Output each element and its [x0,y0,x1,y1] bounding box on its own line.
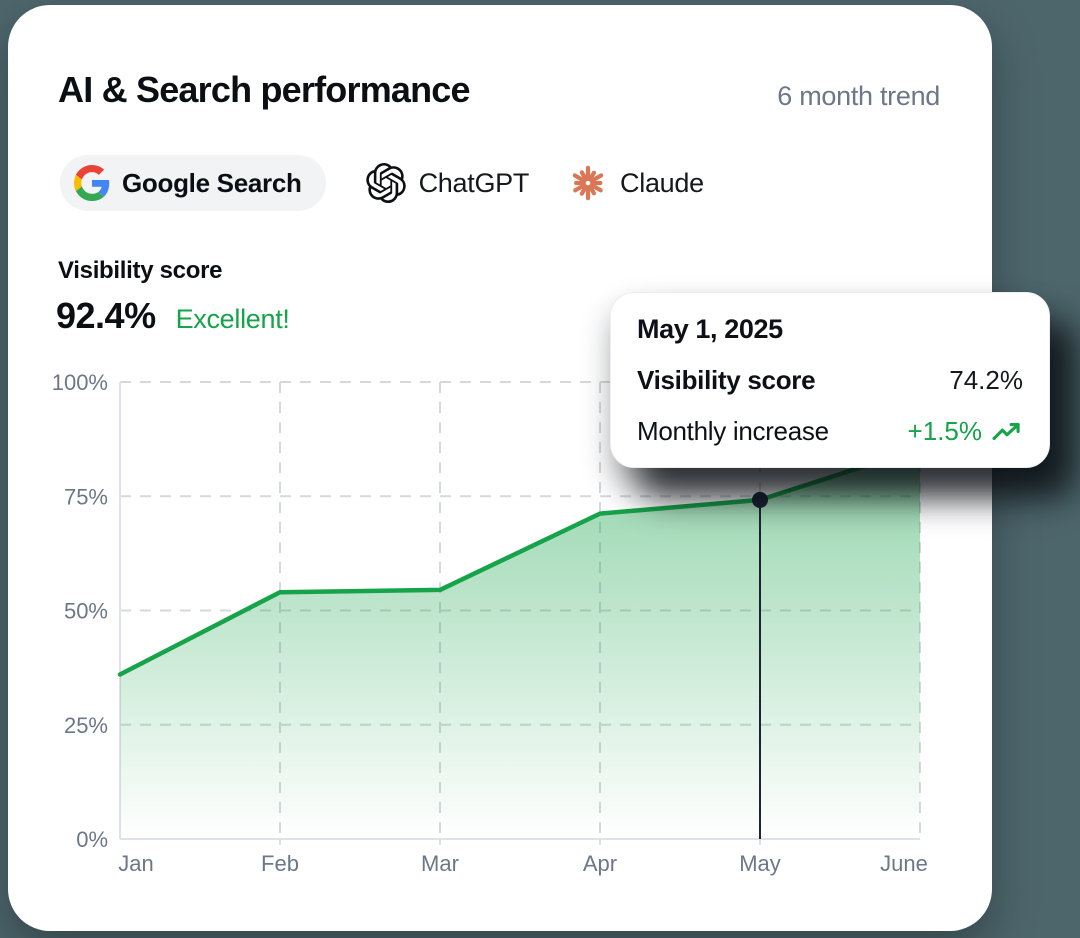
x-axis-label: Jan [118,851,153,876]
tooltip-score-row: Visibility score 74.2% [637,365,1023,396]
chatgpt-logo-icon [365,163,406,203]
y-axis-label: 75% [64,484,108,509]
tooltip-date: May 1, 2025 [637,314,783,344]
x-axis-label: Mar [421,851,459,876]
score-status-badge: Excellent! [175,304,290,334]
page-title: AI & Search performance [58,69,471,110]
tooltip-increase-row: Monthly increase +1.5% [637,416,1023,447]
source-toggle-row: Google Search ChatGPT [60,155,704,211]
tooltip-increase-label: Monthly increase [637,416,829,446]
tooltip-increase-value: +1.5% [907,416,982,446]
google-logo-icon [74,165,110,201]
x-axis-label: May [739,851,781,876]
x-axis-label: Feb [261,851,299,876]
source-google-search-label: Google Search [122,167,302,198]
trend-period-label: 6 month trend [777,81,940,111]
source-claude-label: Claude [620,167,704,198]
trend-line [117,446,923,677]
visibility-trend-chart[interactable]: 0% 25% 50% 75% 100% Jan Feb Mar Apr May June [8,5,992,931]
area-fill [120,448,920,839]
tooltip-score-value: 74.2% [949,365,1023,395]
source-google-search[interactable]: Google Search [60,155,326,211]
source-claude[interactable]: Claude [569,155,704,211]
tooltip-score-label: Visibility score [637,365,816,395]
source-chatgpt-label: ChatGPT [418,167,530,198]
claude-logo-icon [569,164,607,202]
y-axis-label: 100% [52,370,108,395]
y-axis-label: 50% [64,599,108,624]
performance-card: AI & Search performance 6 month trend Go… [8,5,1050,931]
trend-up-icon [992,422,1020,440]
y-axis-label: 0% [76,827,108,852]
source-chatgpt[interactable]: ChatGPT [365,155,530,211]
visibility-score-row: 92.4% Excellent! [56,295,290,337]
visibility-score-value: 92.4% [56,295,156,336]
x-axis-label: Apr [583,851,617,876]
highlight-marker-dot[interactable] [752,491,768,508]
x-axis-label: June [880,851,928,876]
y-axis-label: 25% [64,713,108,738]
chart-tooltip: May 1, 2025 Visibility score 74.2% Month… [610,292,1050,468]
visibility-score-label: Visibility score [58,257,223,284]
